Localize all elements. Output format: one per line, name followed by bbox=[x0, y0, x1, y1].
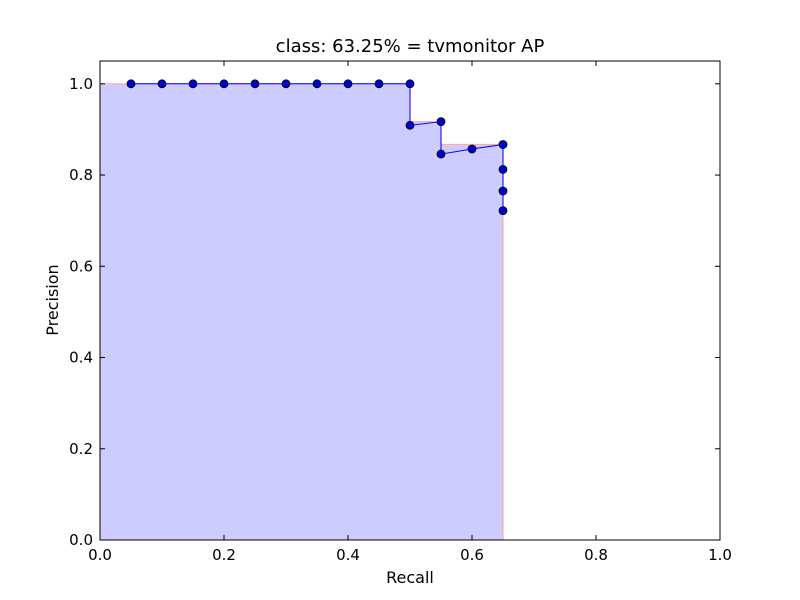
y-axis-ticks: 0.0 0.2 0.4 0.6 0.8 1.0 bbox=[69, 75, 720, 549]
y-tick-label: 0.6 bbox=[69, 257, 93, 275]
x-tick-label: 0.2 bbox=[212, 546, 236, 564]
y-axis-label: Precision bbox=[43, 264, 62, 335]
data-point bbox=[467, 144, 477, 154]
data-point bbox=[250, 79, 260, 89]
y-tick-label: 0.4 bbox=[69, 349, 93, 367]
data-point bbox=[405, 120, 415, 130]
plot-frame bbox=[99, 60, 721, 541]
x-axis-ticks: 0.0 0.2 0.4 0.6 0.8 1.0 bbox=[88, 61, 732, 564]
x-tick-label: 0.8 bbox=[584, 546, 608, 564]
data-point bbox=[405, 79, 415, 89]
data-point bbox=[126, 79, 136, 89]
y-tick-label: 0.0 bbox=[69, 531, 93, 549]
x-axis-label: Recall bbox=[386, 568, 434, 587]
chart-title: class: 63.25% = tvmonitor AP bbox=[276, 36, 545, 57]
data-point bbox=[498, 140, 508, 149]
data-point bbox=[281, 79, 291, 89]
y-tick-label: 0.2 bbox=[69, 440, 93, 458]
data-point bbox=[498, 206, 508, 216]
data-point bbox=[157, 79, 167, 89]
area-fill bbox=[100, 83, 503, 541]
data-point bbox=[436, 117, 446, 127]
data-point bbox=[312, 79, 322, 89]
data-point bbox=[374, 79, 384, 89]
y-tick-label: 0.8 bbox=[69, 166, 93, 184]
x-tick-label: 0.0 bbox=[88, 546, 112, 564]
data-point bbox=[219, 79, 229, 89]
data-point bbox=[343, 79, 353, 89]
data-point bbox=[188, 79, 198, 89]
data-point bbox=[498, 164, 508, 174]
x-tick-label: 1.0 bbox=[708, 546, 732, 564]
y-tick-label: 1.0 bbox=[69, 75, 93, 93]
x-tick-label: 0.6 bbox=[460, 546, 484, 564]
data-point bbox=[436, 149, 446, 159]
data-point bbox=[498, 186, 508, 196]
x-tick-label: 0.4 bbox=[336, 546, 360, 564]
marker-layer bbox=[126, 79, 508, 216]
